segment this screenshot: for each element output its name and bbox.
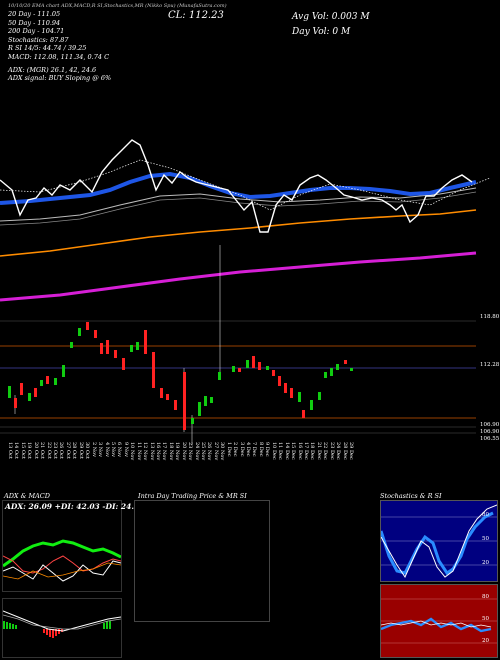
close-price: CL: 112.23 [168,10,224,21]
date-label: 11 Dec [277,442,284,460]
date-label: 11 Nov [135,442,142,461]
price-label-118: 118.80 [480,314,500,320]
date-label: 21 Oct [39,442,46,459]
day-volume: Day Vol: 0 M [292,27,351,37]
date-label: 20 Oct [32,442,39,459]
adx-panel: ADX: 26.09 +DI: 42.03 -DI: 24.64 [2,500,144,592]
date-label: 12 Nov [142,442,149,461]
date-label: 9 Dec [264,442,271,457]
date-label: 23 Dec [328,442,335,460]
rsi-level-20: 20 [482,638,489,644]
signal-line [0,159,491,211]
ema200-readout: 200 Day - 104.71 [8,27,65,36]
adx-readout: ADX: (MGR) 26.1, 42, 24.6 [8,65,97,74]
price-label-112: 112.28 [480,362,500,368]
date-label: 15 Dec [290,442,297,460]
candles [8,322,353,445]
date-label: 1 Dec [225,442,232,457]
date-label: 14 Dec [283,442,290,460]
date-label: 3 Nov [97,442,104,457]
rsi-panel [380,584,498,658]
stoch-level-20: 20 [482,560,489,566]
date-label: 3 Dec [238,442,245,457]
stochastics-panel [380,500,498,582]
date-label: 29 Oct [77,442,84,459]
date-label: 2 Nov [90,442,97,457]
date-label: 15 Oct [19,442,26,459]
date-label: 10 Nov [129,442,136,461]
date-label: 14 Oct [13,442,20,459]
adx-lines [3,539,121,582]
adx-macd-title: ADX & MACD [4,492,50,500]
price-line [0,139,473,233]
date-label: 27 Oct [64,442,71,459]
date-label: 18 Nov [167,442,174,461]
date-label: 16 Dec [296,442,303,460]
long-ema-line [0,251,477,302]
date-label: 18 Dec [309,442,316,460]
price-label-106b: 106.90 [480,429,500,435]
date-label: 26 Oct [58,442,65,459]
price-label-106c: 106.55 [480,436,500,442]
ema50-line [0,187,477,222]
date-label: 19 Oct [26,442,33,459]
date-label: 27 Nov [212,442,219,461]
stoch-level-80: 80 [482,512,489,518]
date-label: 22 Dec [322,442,329,460]
stochastics-readout: Stochastics: 87.87 [8,35,69,44]
date-label: 4 Nov [103,442,110,457]
rsi-level-80: 80 [482,594,489,600]
rsi-lines [381,598,497,644]
date-label: 10 Dec [270,442,277,460]
date-label: 21 Dec [315,442,322,460]
macd-histogram [3,610,121,638]
macd-readout: MACD: 112.08, 111.34, 0.74 C [8,52,110,61]
date-label: 29 Dec [348,442,354,460]
date-label: 26 Nov [206,442,213,461]
date-label: 28 Dec [341,442,348,460]
date-label: 19 Nov [174,442,181,461]
date-label: 22 Oct [45,442,52,459]
date-label: 2 Dec [232,442,239,457]
stochastics-lines [381,504,497,579]
macd-panel [2,598,122,658]
date-label: 20 Nov [180,442,187,461]
stoch-level-50: 50 [482,536,489,542]
ema50-band [0,191,477,226]
date-label: 30 Nov [219,442,226,461]
date-label: 28 Oct [71,442,78,459]
ema20-line [0,171,477,205]
date-label: 24 Nov [193,442,200,461]
ema20-readout: 20 Day - 111.05 [8,10,61,18]
avg-volume: Avg Vol: 0.003 M [292,12,370,22]
intraday-panel [134,500,270,622]
adx-signal-readout: ADX signal: BUY Sloping @ 6% [8,74,112,83]
indicator-readouts: 20 Day - 111.05 50 Day - 110.94 200 Day … [8,10,111,83]
ema200-line [0,209,477,257]
date-label: 13 Nov [148,442,155,461]
adx-values: ADX: 26.09 +DI: 42.03 -DI: 24.64 [5,502,145,511]
rsi-readout: R SI 14/5: 44.74 / 39.25 [8,44,87,53]
date-label: 7 Dec [251,442,258,457]
date-label: 6 Nov [116,442,123,457]
date-label: 9 Nov [122,442,129,457]
date-label: 23 Nov [187,442,194,461]
date-label: 30 Oct [84,442,91,459]
date-label: 24 Dec [335,442,342,460]
price-label-106a: 106.90 [480,422,500,428]
rsi-level-50: 50 [482,616,489,622]
stoch-title: Stochastics & R SI [380,492,442,500]
date-label: 17 Nov [161,442,168,461]
intraday-title: Intra Day Trading Price & MR SI [138,492,247,500]
chart-header-line: 10/10/20 EMA chart ADX,MACD,R SI,Stochas… [8,3,227,9]
ema50-readout: 50 Day - 110.94 [8,18,61,27]
